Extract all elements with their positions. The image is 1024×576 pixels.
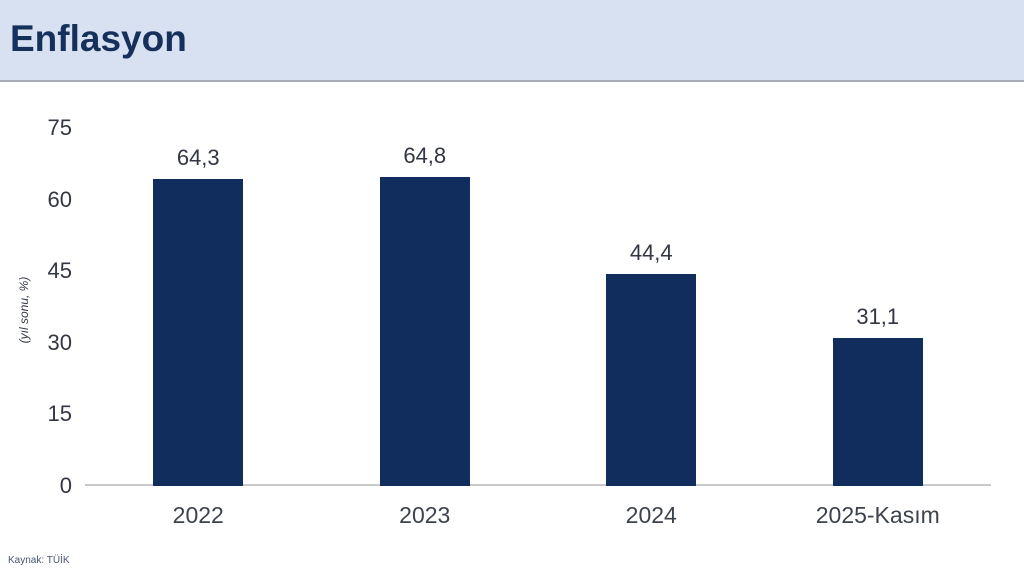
y-tick-label: 30 (47, 329, 72, 355)
bar-value-label: 64,8 (403, 142, 447, 168)
x-tick-label: 2024 (625, 502, 677, 528)
x-tick-label: 2025-Kasım (815, 502, 940, 528)
bar-2025-Kasım (832, 337, 923, 486)
bar-2023 (379, 176, 470, 486)
bar-value-label: 31,1 (856, 303, 900, 329)
bar-2024 (606, 274, 697, 486)
y-tick-label: 0 (59, 473, 72, 498)
source-note: Kaynak: TÜİK (8, 555, 70, 566)
header: Enflasyon (0, 0, 1024, 82)
y-tick-label: 75 (47, 115, 72, 140)
plot-area: 64,3 64,8 44,4 31,1 (85, 128, 991, 486)
bar-chart: (yıl sonu, %) 0 15 30 45 60 75 64,3 64,8 44,4 31… (0, 84, 1024, 544)
y-tick-label: 15 (47, 401, 72, 427)
x-tick-label: 2023 (399, 502, 451, 528)
bar-value-label: 44,4 (629, 240, 673, 266)
y-tick-label: 45 (47, 258, 72, 284)
x-axis-line (85, 484, 991, 486)
page-title: Enflasyon (10, 18, 187, 59)
x-tick-label: 2022 (172, 502, 224, 528)
bar-2022 (153, 179, 244, 486)
y-tick-label: 60 (47, 186, 72, 212)
bar-value-label: 64,3 (176, 145, 220, 171)
